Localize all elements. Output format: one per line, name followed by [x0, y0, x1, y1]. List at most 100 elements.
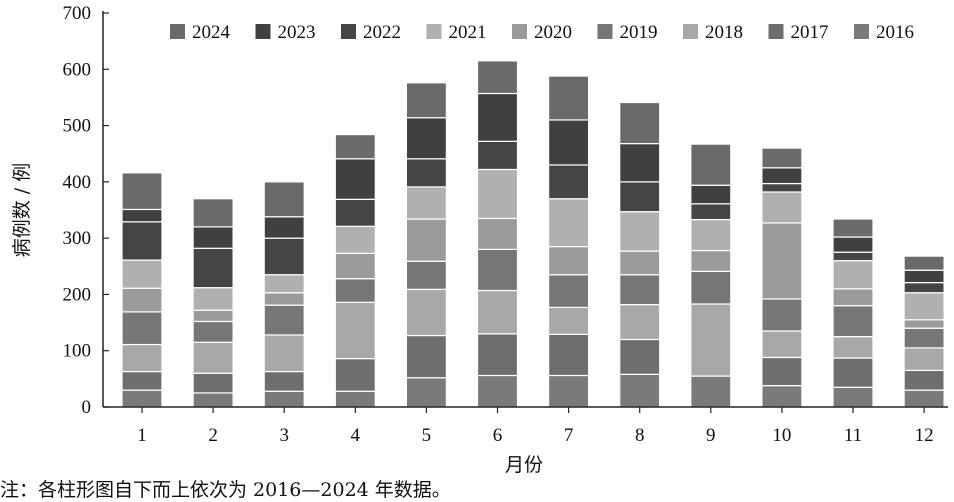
bar-segment-2017-month-7: [547, 333, 590, 377]
bar-segment-2024-month-3: [263, 181, 305, 218]
y-tick-label: 500: [63, 116, 92, 137]
bar-segment-2019-month-8: [619, 274, 661, 306]
bar-segment-2021-month-4: [334, 225, 376, 254]
footnote: 注：各柱形图自下而上依次为 2016—2024 年数据。: [0, 479, 451, 501]
bar-segment-2016-month-9: [690, 375, 732, 408]
bar-segment-2016-month-5: [405, 377, 447, 408]
bar-segment-2016-month-3: [263, 390, 305, 408]
bar-segment-2024-month-8: [619, 101, 661, 145]
bar-segment-2017-month-4: [334, 357, 376, 392]
bar-segment-2020-month-9: [690, 249, 732, 272]
y-axis-title: 病例数 / 例: [11, 163, 33, 257]
x-tick-label: 1: [137, 425, 147, 446]
bar-segment-2020-month-1: [121, 287, 163, 313]
legend: 2024 2023 2022 2021 2020 2019 2018 2017 2016: [170, 22, 914, 43]
bar-segment-2017-month-1: [121, 370, 163, 391]
y-tick-label: 0: [82, 397, 92, 418]
bar-segment-2021-month-7: [547, 198, 590, 248]
bar-segment-2018-month-1: [121, 343, 163, 373]
bar-segment-2021-month-8: [619, 211, 661, 252]
bar-segment-2022-month-5: [405, 158, 447, 188]
bar-segment-2020-month-8: [619, 250, 661, 276]
x-tick-label: 4: [351, 425, 361, 446]
bar-segment-2018-month-7: [547, 306, 590, 335]
bar-segment-2016-month-4: [334, 390, 376, 408]
legend-swatch-2017: [768, 24, 784, 39]
bar-segment-2018-month-5: [405, 288, 447, 337]
legend-swatch-2016: [854, 24, 869, 39]
bar-segment-2021-month-5: [405, 186, 447, 220]
bar-segment-2017-month-12: [903, 369, 945, 391]
x-tick-label: 6: [493, 425, 503, 446]
bar-segment-2019-month-10: [761, 298, 803, 332]
bar-segment-2018-month-2: [192, 341, 234, 374]
x-tick-label: 11: [844, 425, 862, 446]
bar-segment-2024-month-5: [405, 82, 447, 119]
bar-segment-2016-month-1: [121, 389, 163, 408]
y-tick-label: 100: [63, 341, 92, 362]
bar-segment-2022-month-1: [121, 221, 163, 261]
bar-segment-2016-month-8: [619, 373, 661, 408]
bar-segment-2019-month-3: [263, 304, 305, 336]
bar-segment-2022-month-8: [619, 181, 661, 213]
bar-segment-2021-month-10: [761, 191, 803, 224]
legend-swatch-2024: [170, 24, 185, 39]
legend-label-2019: 2019: [620, 22, 658, 43]
legend-label-2022: 2022: [363, 22, 401, 43]
bar-segment-2023-month-6: [476, 92, 519, 142]
x-tick-label: 12: [915, 425, 934, 446]
bar-segment-2020-month-11: [832, 288, 874, 307]
bar-segment-2017-month-2: [192, 372, 234, 394]
bar-segment-2020-month-10: [761, 222, 803, 300]
legend-swatch-2022: [341, 24, 356, 39]
bar-segment-2020-month-7: [547, 245, 590, 276]
legend-label-2023: 2023: [278, 22, 316, 43]
y-tick-label: 200: [63, 284, 92, 305]
legend-swatch-2020: [512, 24, 527, 39]
bar-segment-2016-month-2: [192, 392, 234, 408]
bar-segment-2022-month-10: [761, 182, 803, 193]
bar-segment-2018-month-11: [832, 336, 874, 359]
legend-swatch-2023: [255, 24, 271, 39]
bar-segment-2024-month-1: [121, 172, 163, 211]
bar-segment-2020-month-4: [334, 252, 376, 280]
bar-segment-2024-month-7: [547, 75, 590, 121]
legend-label-2021: 2021: [449, 22, 487, 43]
bar-segment-2022-month-4: [334, 198, 376, 227]
bar-segment-2019-month-1: [121, 311, 163, 346]
bar-segment-2024-month-9: [690, 143, 732, 186]
bar-segment-2018-month-12: [903, 347, 945, 372]
y-tick-label: 300: [63, 228, 92, 249]
bar-segment-2023-month-2: [192, 226, 234, 249]
bar-segment-2022-month-9: [690, 203, 732, 221]
bar-segment-2023-month-9: [690, 184, 732, 205]
y-tick-label: 600: [63, 59, 92, 80]
bar-segment-2019-month-6: [476, 248, 519, 292]
bar-segment-2017-month-6: [476, 333, 519, 377]
bar-segment-2020-month-2: [192, 309, 234, 323]
bar-segment-2017-month-8: [619, 338, 661, 375]
bar-segment-2023-month-7: [547, 119, 590, 166]
bar-segment-2018-month-9: [690, 303, 732, 377]
bar-segment-2020-month-3: [263, 292, 305, 306]
bar-segment-2024-month-6: [476, 60, 519, 95]
legend-label-2016: 2016: [876, 22, 914, 43]
bar-segment-2016-month-10: [761, 385, 803, 408]
bar-segment-2019-month-9: [690, 270, 732, 305]
legend-swatch-2018: [683, 24, 698, 39]
legend-swatch-2019: [597, 24, 613, 39]
bar-segment-2024-month-10: [761, 147, 803, 169]
bar-segment-2018-month-8: [619, 303, 661, 341]
bar-segment-2021-month-9: [690, 218, 732, 252]
x-tick-label: 5: [422, 425, 432, 446]
bar-segment-2024-month-12: [903, 255, 945, 271]
bar-segment-2023-month-3: [263, 216, 305, 239]
bar-segment-2023-month-8: [619, 142, 661, 183]
bar-segment-2016-month-11: [832, 386, 874, 408]
legend-label-2024: 2024: [192, 22, 231, 43]
bar-segment-2019-month-5: [405, 260, 447, 290]
legend-label-2017: 2017: [791, 22, 829, 43]
y-tick-label: 700: [63, 3, 92, 24]
